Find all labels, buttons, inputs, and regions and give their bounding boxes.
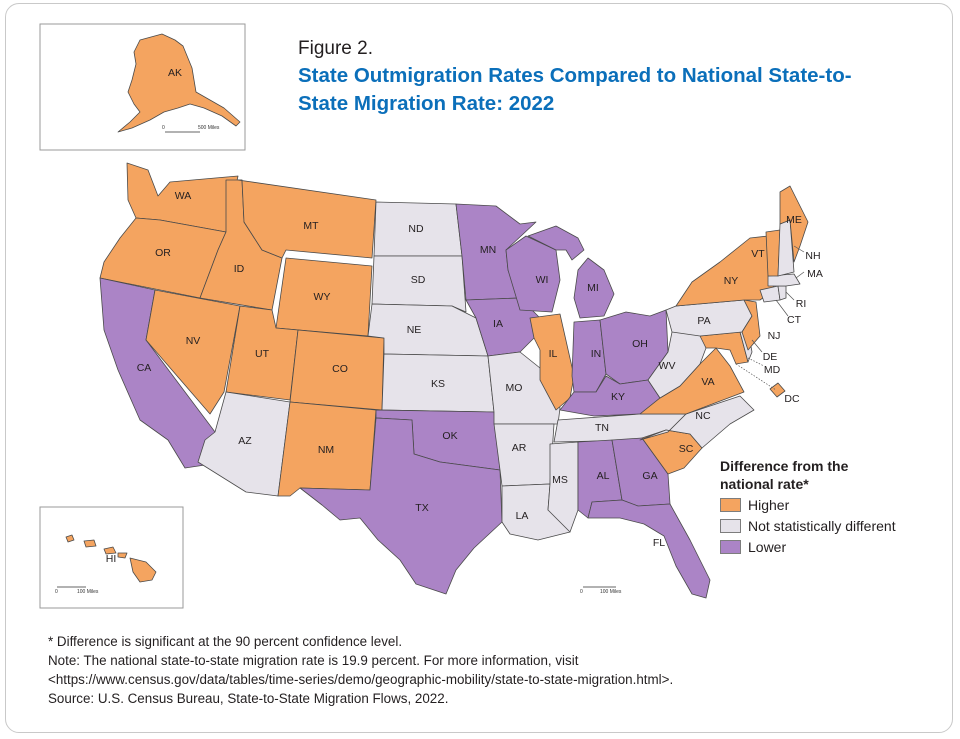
state-label-DE: DE (763, 351, 778, 363)
state-label-NE: NE (407, 324, 422, 336)
state-MI (527, 225, 615, 319)
state-label-ME: ME (786, 214, 802, 226)
state-KY (559, 375, 661, 417)
legend-swatch-higher (720, 497, 741, 512)
state-label-TN: TN (595, 422, 609, 434)
state-label-IA: IA (493, 318, 503, 330)
state-label-DC: DC (784, 393, 800, 405)
state-label-LA: LA (516, 510, 529, 522)
hawaii-inset-box (39, 506, 184, 609)
state-SD (371, 255, 467, 313)
state-label-WV: WV (659, 360, 676, 372)
state-label-MO: MO (506, 382, 523, 394)
footnote: * Difference is significant at the 90 pe… (48, 634, 403, 649)
legend-item-higher: Higher (720, 495, 900, 514)
state-label-MD: MD (764, 364, 781, 376)
state-label-NC: NC (695, 410, 711, 422)
notes: * Difference is significant at the 90 pe… (48, 632, 938, 708)
state-label-MS: MS (552, 474, 568, 486)
legend-label-lower: Lower (748, 538, 787, 555)
state-label-SC: SC (679, 443, 694, 455)
state-label-NY: NY (724, 275, 739, 287)
state-NC (639, 395, 755, 449)
state-label-AZ: AZ (238, 435, 252, 447)
state-label-IL: IL (549, 348, 558, 360)
state-WI (505, 235, 561, 313)
state-label-CT: CT (787, 314, 802, 326)
state-label-HI: HI (106, 553, 117, 565)
state-label-GA: GA (642, 470, 657, 482)
legend-label-nsd: Not statistically different (748, 517, 896, 534)
legend-item-nsd: Not statistically different (720, 516, 900, 535)
state-label-CA: CA (137, 362, 152, 374)
state-label-AL: AL (597, 470, 610, 482)
state-label-VT: VT (751, 248, 765, 260)
state-MA (767, 273, 801, 287)
state-label-NM: NM (318, 444, 334, 456)
state-DC (769, 382, 786, 398)
state-label-UT: UT (255, 348, 270, 360)
state-HI (65, 534, 157, 583)
alaska-scale-zero: 0 (162, 125, 165, 131)
legend-item-lower: Lower (720, 537, 900, 556)
state-label-IN: IN (591, 348, 602, 360)
figure-title: State Outmigration Rates Compared to Nat… (298, 64, 852, 115)
alaska-scale-miles: 500 Miles (198, 125, 220, 131)
state-label-NJ: NJ (768, 330, 781, 342)
state-AR (493, 423, 555, 487)
state-label-AR: AR (512, 442, 527, 454)
figure-frame (5, 3, 953, 733)
note-line-1: Note: The national state-to-state migrat… (48, 653, 579, 668)
source-line: Source: U.S. Census Bureau, State-to-Sta… (48, 691, 449, 706)
mainland-scale-zero: 0 (580, 589, 583, 595)
state-label-AK: AK (168, 67, 182, 79)
legend-swatch-lower (720, 539, 741, 554)
state-IL (529, 313, 575, 411)
state-label-MN: MN (480, 244, 496, 256)
state-AK (117, 33, 241, 133)
state-label-MT: MT (303, 220, 319, 232)
state-NV (145, 289, 241, 415)
state-label-FL: FL (653, 537, 665, 549)
state-label-OK: OK (442, 430, 457, 442)
state-label-TX: TX (415, 502, 428, 514)
state-label-KY: KY (611, 391, 625, 403)
state-label-WA: WA (175, 190, 192, 202)
state-ME (779, 185, 809, 263)
state-label-OR: OR (155, 247, 171, 259)
state-FL (587, 499, 711, 599)
state-label-KS: KS (431, 378, 445, 390)
state-label-PA: PA (697, 315, 710, 327)
legend-swatch-nsd (720, 518, 741, 533)
state-label-ND: ND (408, 223, 424, 235)
state-label-RI: RI (796, 298, 807, 310)
state-NJ (741, 299, 761, 351)
legend-title: Difference from the national rate* (720, 458, 849, 492)
legend-label-higher: Higher (748, 496, 790, 513)
state-MO (487, 351, 561, 425)
state-TX (299, 417, 503, 595)
mainland-scale-miles: 100 Miles (600, 589, 622, 595)
hawaii-scale-miles: 100 Miles (77, 589, 99, 595)
state-label-SD: SD (411, 274, 426, 286)
state-label-MA: MA (807, 268, 823, 280)
hawaii-scale-zero: 0 (55, 589, 58, 595)
state-label-WY: WY (314, 291, 331, 303)
state-label-NH: NH (805, 250, 820, 262)
note-line-2: <https://www.census.gov/data/tables/time… (48, 672, 674, 687)
state-label-ID: ID (234, 263, 245, 275)
state-label-WI: WI (536, 274, 549, 286)
legend: Difference from the national rate* Highe… (720, 457, 900, 556)
state-label-MI: MI (587, 282, 599, 294)
state-label-VA: VA (701, 376, 714, 388)
state-label-NV: NV (186, 335, 201, 347)
state-MT (237, 179, 377, 259)
state-label-CO: CO (332, 363, 348, 375)
state-label-OH: OH (632, 338, 648, 350)
state-NE (367, 303, 489, 357)
state-NY (675, 235, 775, 307)
figure-label: Figure 2. (298, 38, 373, 59)
